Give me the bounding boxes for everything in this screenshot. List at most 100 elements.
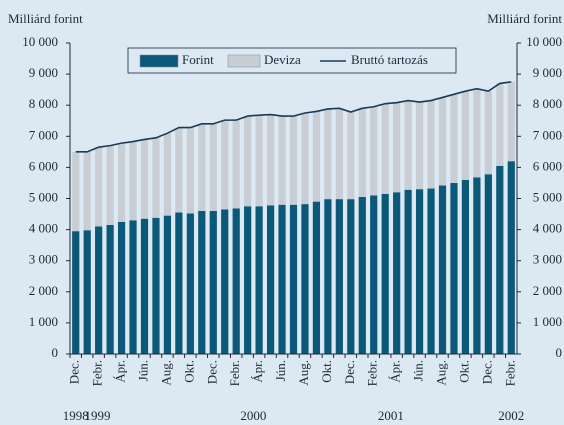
x-tick-label: Dec. [342,360,357,384]
x-tick-label: Jún. [135,360,150,381]
x-tick-label: Ápr. [250,360,265,383]
bar [163,215,172,354]
y-tick-label: 10 000 [22,34,58,49]
bar [415,102,424,190]
y-tick-label: 6 000 [29,158,58,173]
bar [255,115,263,207]
x-tick-label: Febr. [502,360,517,386]
bar [484,174,492,354]
y2-tick-label: 0 [556,345,563,360]
bar [358,108,366,197]
bar [198,123,206,211]
bar [393,102,401,193]
x-tick-label: Okt. [456,360,471,383]
bar [312,111,321,202]
x-tick-label: Jún. [273,360,288,381]
y2-tick-label: 3 000 [533,252,562,267]
year-label: 1998 [63,408,89,423]
bar [186,213,194,354]
bar [117,221,126,354]
bar [72,231,80,354]
bar [370,106,378,196]
bar [427,188,435,354]
bar [209,123,217,211]
y2-tick-label: 6 000 [533,158,562,173]
legend-label: Bruttó tartozás [351,52,428,67]
y-tick-label: 5 000 [29,189,58,204]
year-label: 2000 [240,408,266,423]
bar [117,143,126,222]
bar [301,112,309,205]
x-tick-label: Dec. [67,360,82,384]
bar [244,116,252,207]
bar [72,151,80,232]
bar [473,88,481,178]
legend-label: Forint [182,52,214,67]
bar [83,151,91,231]
bar [450,182,458,354]
y-tick-label: 4 000 [29,221,58,236]
bar [221,120,229,210]
bar [301,204,309,354]
bar [335,108,343,200]
bar [473,177,481,354]
year-label: 2001 [378,408,404,423]
x-tick-label: Okt. [181,360,196,383]
x-tick-label: Dec. [204,360,219,384]
bar [404,189,412,354]
bar [244,206,252,354]
bar [347,199,355,354]
bar [186,127,194,214]
bar [381,193,389,354]
x-tick-label: Ápr. [388,360,403,383]
bar [140,218,149,354]
bar [393,192,401,354]
bar [198,210,206,354]
x-tick-label: Febr. [365,360,380,386]
y-axis-label: Milliárd forint [8,11,83,26]
bar [484,91,492,175]
bar [450,94,458,183]
x-tick-label: Jún. [411,360,426,381]
y2-tick-label: 1 000 [533,314,562,329]
bar [209,210,217,354]
y2-tick-label: 10 000 [526,34,562,49]
bar [358,196,366,354]
y-tick-label: 7 000 [29,127,58,142]
bar [312,201,321,354]
legend-label: Deviza [264,52,301,67]
x-tick-label: Febr. [90,360,105,386]
bar [289,116,298,205]
bar [266,205,275,354]
bar [221,209,229,354]
bar [507,81,515,162]
bar [95,147,103,227]
x-tick-label: Aug. [433,360,448,386]
year-label: 1999 [85,408,111,423]
x-tick-label: Okt. [319,360,334,383]
bar [415,189,424,354]
bar [129,220,137,354]
y2-axis-label: Milliárd forint [487,11,562,26]
year-label: 2002 [498,408,524,423]
x-tick-label: Aug. [158,360,173,386]
bar [152,137,160,218]
y-tick-label: 0 [52,345,59,360]
bar [427,100,435,189]
y2-tick-label: 8 000 [533,96,562,111]
legend-swatch [139,54,179,68]
bar [152,217,160,354]
bar [129,141,137,221]
bar [461,91,470,180]
bar [175,212,183,354]
y2-tick-label: 2 000 [533,283,562,298]
bar [255,206,263,354]
legend-box [127,47,457,74]
y-tick-label: 8 000 [29,96,58,111]
bar [438,185,447,354]
x-tick-label: Febr. [227,360,242,386]
y2-tick-label: 4 000 [533,221,562,236]
bar [106,224,114,354]
bar [347,112,355,200]
